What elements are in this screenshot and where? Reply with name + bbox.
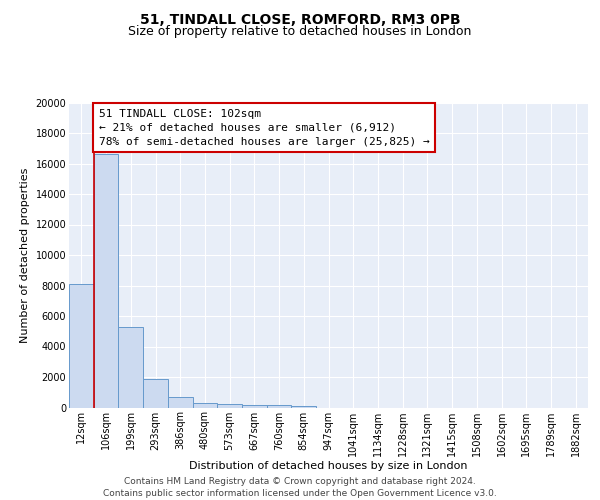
Bar [193, 403, 217, 407]
X-axis label: Distribution of detached houses by size in London: Distribution of detached houses by size … [189, 462, 468, 471]
Y-axis label: Number of detached properties: Number of detached properties [20, 168, 30, 342]
Bar [242, 404, 267, 407]
Text: Contains HM Land Registry data © Crown copyright and database right 2024.
Contai: Contains HM Land Registry data © Crown c… [103, 476, 497, 498]
Bar [143, 380, 168, 407]
Bar [69, 284, 94, 408]
Bar [94, 154, 118, 408]
Text: 51 TINDALL CLOSE: 102sqm
← 21% of detached houses are smaller (6,912)
78% of sem: 51 TINDALL CLOSE: 102sqm ← 21% of detach… [98, 108, 430, 146]
Bar [267, 405, 292, 407]
Text: Size of property relative to detached houses in London: Size of property relative to detached ho… [128, 25, 472, 38]
Bar [118, 326, 143, 407]
Bar [217, 404, 242, 407]
Text: 51, TINDALL CLOSE, ROMFORD, RM3 0PB: 51, TINDALL CLOSE, ROMFORD, RM3 0PB [140, 12, 460, 26]
Bar [168, 397, 193, 407]
Bar [292, 406, 316, 407]
